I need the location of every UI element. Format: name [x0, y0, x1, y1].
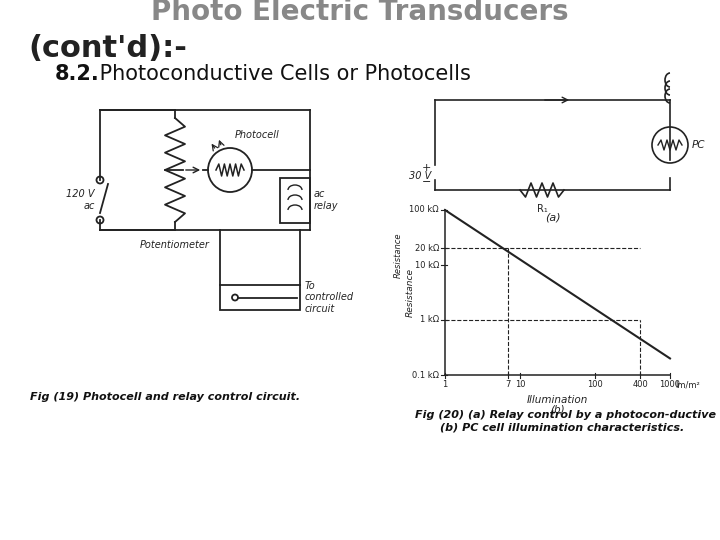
Text: 20 kΩ: 20 kΩ: [415, 244, 439, 253]
Text: Resistance: Resistance: [405, 268, 415, 317]
Text: (cont'd):-: (cont'd):-: [28, 34, 187, 63]
Text: (b) PC cell illumination characteristics.: (b) PC cell illumination characteristics…: [440, 422, 684, 432]
Text: −: −: [422, 177, 431, 187]
Text: 120 V
ac: 120 V ac: [66, 189, 95, 211]
Text: 10: 10: [515, 380, 526, 389]
Text: PC: PC: [692, 140, 706, 150]
Text: 30 V: 30 V: [409, 171, 431, 181]
Text: Photo Electric Transducers: Photo Electric Transducers: [151, 0, 569, 26]
Text: To
controlled
circuit: To controlled circuit: [305, 281, 354, 314]
Text: Photocell: Photocell: [235, 130, 280, 140]
Text: 7: 7: [505, 380, 511, 389]
Text: 0.1 kΩ: 0.1 kΩ: [412, 370, 439, 380]
Text: Potentiometer: Potentiometer: [140, 240, 210, 250]
Text: 1 kΩ: 1 kΩ: [420, 315, 439, 325]
Text: (b): (b): [550, 405, 564, 415]
Text: 10 kΩ: 10 kΩ: [415, 260, 439, 269]
Text: R₁: R₁: [536, 204, 547, 214]
Text: Fig (20) (a) Relay control by a photocon-ductive (PC) cell and: Fig (20) (a) Relay control by a photocon…: [415, 410, 720, 420]
Text: Illumination: Illumination: [527, 395, 588, 405]
Text: lm/m²: lm/m²: [675, 380, 700, 389]
Text: +: +: [422, 163, 431, 173]
Text: Photoconductive Cells or Photocells: Photoconductive Cells or Photocells: [93, 64, 471, 84]
Text: ac
relay: ac relay: [314, 189, 338, 211]
Text: 100 kΩ: 100 kΩ: [410, 206, 439, 214]
Bar: [280, 178, 310, 222]
Bar: [220, 285, 300, 310]
Text: 400: 400: [632, 380, 648, 389]
Text: Resistance: Resistance: [394, 232, 402, 278]
Text: 1000: 1000: [660, 380, 680, 389]
Text: Fig (19) Photocell and relay control circuit.: Fig (19) Photocell and relay control cir…: [30, 392, 300, 402]
Text: 1: 1: [442, 380, 448, 389]
Text: 100: 100: [587, 380, 603, 389]
Text: 8.2.: 8.2.: [55, 64, 100, 84]
Text: (a): (a): [545, 212, 560, 222]
